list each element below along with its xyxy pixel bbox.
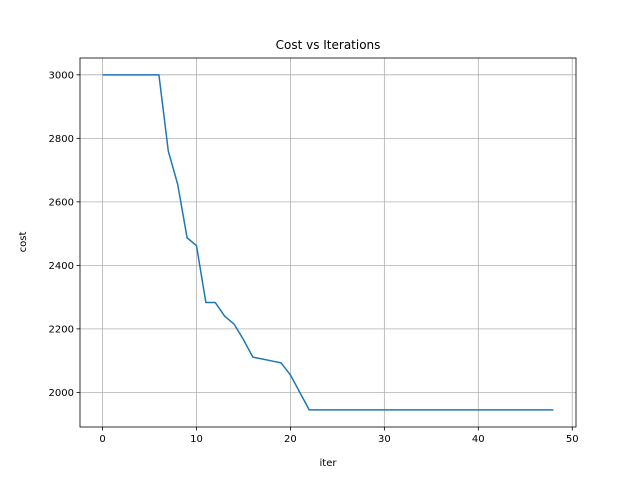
x-tick-label: 10	[190, 434, 203, 445]
x-axis-label: iter	[320, 458, 338, 469]
y-tick-label: 2600	[49, 197, 74, 208]
y-axis-label: cost	[18, 232, 29, 253]
y-tick-label: 2800	[49, 134, 74, 145]
y-tick-label: 2000	[49, 388, 74, 399]
y-tick-label: 3000	[49, 70, 74, 81]
x-tick-label: 50	[566, 434, 579, 445]
y-tick-label: 2200	[49, 324, 74, 335]
grid	[80, 58, 576, 427]
x-tick-label: 40	[472, 434, 485, 445]
series-layer	[102, 74, 554, 411]
x-tick-label: 30	[378, 434, 391, 445]
ticks: 0 10 20 30 40 50 2000 2200 2400 2600 2800 3000	[49, 70, 579, 445]
x-tick-label: 20	[284, 434, 297, 445]
cost-series-line	[102, 74, 554, 411]
y-tick-label: 2400	[49, 261, 74, 272]
plot-frame	[79, 57, 577, 428]
chart-title: Cost vs Iterations	[276, 38, 381, 52]
x-tick-label: 0	[99, 434, 105, 445]
